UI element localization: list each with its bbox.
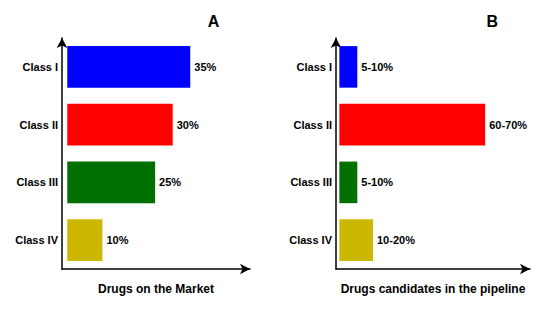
svg-text:B: B (487, 13, 499, 30)
svg-text:25%: 25% (159, 176, 181, 188)
svg-text:Class IV: Class IV (289, 234, 332, 246)
svg-text:35%: 35% (194, 61, 216, 73)
svg-text:10-20%: 10-20% (377, 234, 415, 246)
svg-text:Class I: Class I (297, 61, 332, 73)
svg-text:60-70%: 60-70% (489, 119, 527, 131)
svg-text:Class III: Class III (290, 176, 332, 188)
svg-text:A: A (208, 13, 220, 30)
svg-text:Class II: Class II (19, 119, 58, 131)
svg-text:5-10%: 5-10% (361, 176, 393, 188)
svg-text:Class II: Class II (293, 119, 332, 131)
svg-text:30%: 30% (177, 119, 199, 131)
svg-text:Drugs on the Market: Drugs on the Market (98, 282, 214, 296)
svg-text:5-10%: 5-10% (361, 61, 393, 73)
svg-text:Drugs candidates in the pipeli: Drugs candidates in the pipeline (341, 282, 526, 296)
svg-text:10%: 10% (106, 234, 128, 246)
svg-text:Class III: Class III (16, 176, 58, 188)
svg-text:Class I: Class I (23, 61, 58, 73)
svg-text:Class IV: Class IV (15, 234, 58, 246)
